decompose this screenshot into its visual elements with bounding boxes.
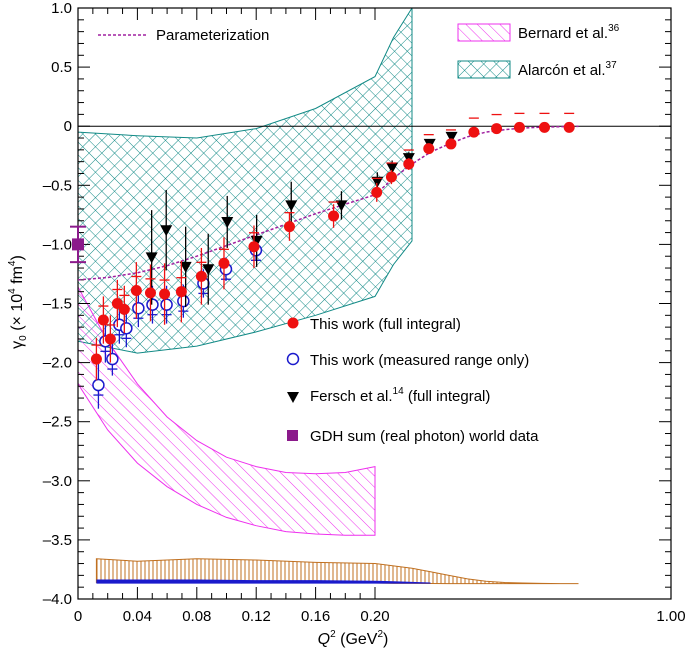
y-tick-label: –0.5 — [43, 177, 72, 194]
full-point — [563, 121, 575, 133]
legend-full-marker — [287, 317, 299, 329]
full-point — [144, 287, 156, 299]
x-tick-label: 1.00 — [656, 608, 685, 625]
x-tick-label: 0.12 — [242, 608, 271, 625]
legend-gdh-marker — [287, 430, 298, 441]
x-axis-title: Q2 (GeV2) — [318, 629, 389, 648]
x-tick-label: 0.16 — [301, 608, 330, 625]
full-point — [423, 143, 435, 155]
fersch-point — [179, 261, 192, 273]
full-point — [159, 288, 171, 300]
legend-full-label: This work (full integral) — [310, 316, 461, 333]
full-point — [491, 123, 503, 135]
y-tick-label: 1.0 — [51, 0, 72, 17]
fersch-point — [202, 264, 215, 276]
measured-point — [177, 294, 190, 308]
full-point — [403, 158, 415, 170]
legend-gdh-label: GDH sum (real photon) world data — [310, 428, 539, 445]
legend-fersch-label: Fersch et al.14 (full integral) — [310, 386, 490, 405]
legend-bernard-swatch — [457, 23, 511, 42]
fersch-point — [285, 200, 298, 212]
fersch-point — [221, 216, 234, 228]
fersch-point — [160, 225, 173, 237]
y-tick-label: –3.0 — [43, 473, 72, 490]
bernard-band — [78, 286, 376, 536]
legend-fersch-marker — [287, 392, 299, 403]
full-point — [248, 241, 260, 253]
full-point — [90, 353, 102, 365]
measured-point — [92, 378, 105, 392]
fersch-point — [386, 162, 399, 174]
legend-bernard-label: Bernard et al.36 — [518, 23, 620, 42]
y-tick-label: –2.5 — [43, 414, 72, 431]
full-point — [218, 257, 230, 269]
y-tick-label: –1.5 — [43, 296, 72, 313]
full-point — [118, 303, 130, 315]
legend-measured-marker — [286, 352, 300, 366]
fersch-point — [371, 176, 384, 188]
x-tick-label: 0.20 — [360, 608, 389, 625]
bands-layer — [78, 8, 579, 585]
full-point — [104, 333, 116, 345]
measured-point — [160, 298, 173, 311]
legend-alarcon-swatch — [457, 60, 511, 79]
alarcon-band — [78, 8, 413, 354]
x-tick-label: 0.04 — [123, 608, 152, 625]
full-point — [513, 121, 525, 133]
measured-point — [106, 352, 119, 366]
full-point — [538, 121, 550, 133]
fersch-point — [145, 252, 158, 264]
axes: 1.00.50–0.5–1.0–1.5–2.0–2.5–3.0–3.5–4.00… — [43, 0, 685, 625]
gdh-point — [72, 238, 84, 251]
legend-alarcon-label: Alarcón et al.37 — [518, 60, 617, 79]
legend-bottom: This work (full integral) This work (mea… — [286, 316, 539, 445]
fersch-point — [445, 131, 458, 143]
legend-measured-label: This work (measured range only) — [310, 352, 529, 369]
full-point — [385, 171, 397, 183]
y-tick-label: –2.0 — [43, 355, 72, 372]
full-point — [175, 286, 187, 298]
fersch-point — [335, 200, 348, 212]
y-tick-label: –1.0 — [43, 236, 72, 253]
full-point — [328, 210, 340, 222]
y-tick-label: 0 — [64, 118, 72, 135]
full-point — [371, 186, 383, 198]
full-point — [195, 270, 207, 282]
x-tick-label: 0.08 — [182, 608, 211, 625]
measured-point — [132, 301, 145, 315]
x-tick-label: 0 — [74, 608, 82, 625]
measured-point — [120, 322, 133, 335]
y-tick-label: 0.5 — [51, 59, 72, 76]
y-axis-title: γ0 (× 104 fm4) — [7, 255, 29, 349]
y-tick-label: –4.0 — [43, 591, 72, 608]
full-point — [445, 138, 457, 150]
y-tick-label: –3.5 — [43, 532, 72, 549]
full-point — [468, 126, 480, 138]
full-point — [130, 284, 142, 296]
legend-top: Parameterization Bernard et al.36 Alarcó… — [98, 23, 620, 79]
measured-point — [146, 298, 159, 311]
full-point — [97, 314, 109, 326]
points-layer — [70, 112, 575, 409]
full-point — [283, 221, 295, 233]
systematic-inner-band — [96, 579, 431, 584]
legend-param-label: Parameterization — [156, 27, 269, 44]
